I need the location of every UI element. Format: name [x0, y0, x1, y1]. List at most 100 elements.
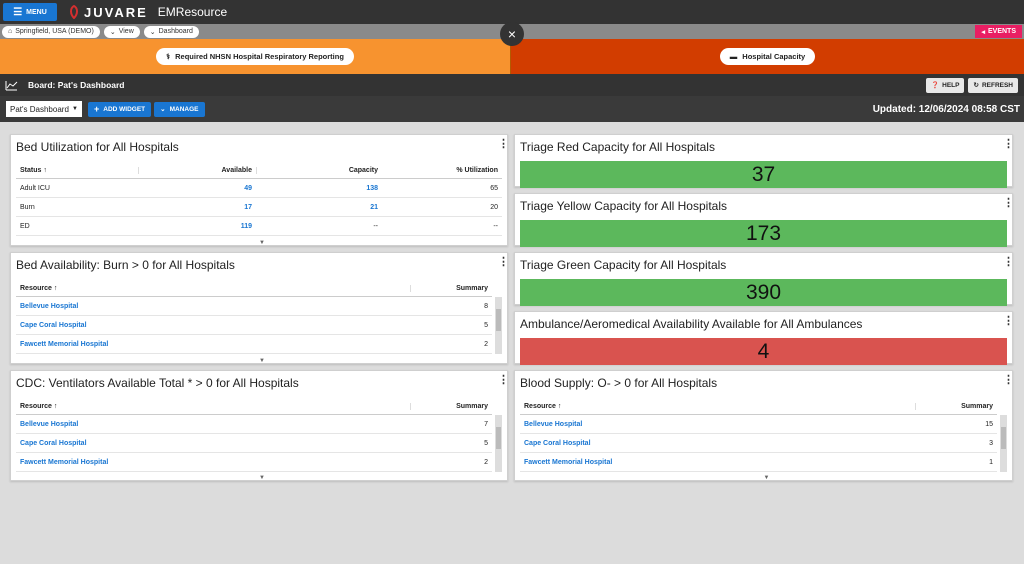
available-link[interactable]: 119: [240, 222, 252, 230]
home-icon: ⌂: [8, 28, 13, 35]
scrollbar[interactable]: [495, 297, 502, 354]
table-header: Resource ↑ Summary: [520, 398, 997, 415]
ventilators-widget: CDC: Ventilators Available Total * > 0 f…: [10, 370, 509, 481]
nhsn-reporting-button[interactable]: ⚕ Required NHSN Hospital Respiratory Rep…: [156, 48, 354, 65]
dashboard-select[interactable]: Pat's Dashboard ▼: [6, 101, 82, 117]
summary-cell: 5: [484, 321, 488, 329]
add-widget-label: ADD WIDGET: [103, 105, 146, 113]
table-row: ED 119 -- --: [16, 217, 502, 236]
more-rows-icon[interactable]: ▼: [259, 358, 265, 364]
table-header: Resource ↑ Summary: [16, 398, 492, 415]
available-link[interactable]: 17: [244, 203, 252, 211]
help-button[interactable]: ❓ HELP: [926, 77, 965, 93]
more-options-icon[interactable]: ⋮: [498, 256, 509, 268]
column-header-summary[interactable]: Summary: [410, 402, 492, 410]
ventilators-table: Resource ↑ Summary Bellevue Hospital 7 Ca…: [16, 398, 492, 472]
resource-link[interactable]: Fawcett Memorial Hospital: [20, 340, 109, 348]
utilization-cell: 65: [490, 184, 498, 192]
app-title: EMResource: [157, 5, 228, 19]
add-widget-button[interactable]: + ADD WIDGET: [88, 101, 152, 117]
scrollbar[interactable]: [1000, 415, 1007, 472]
bed-availability-table: Resource ↑ Summary Bellevue Hospital 8 Ca…: [16, 280, 492, 354]
breadcrumb-region[interactable]: ⌂ Springfield, USA (DEMO): [2, 25, 100, 38]
more-options-icon[interactable]: ⋮: [1003, 197, 1014, 209]
top-bar: ☰ MENU JUVARE EMResource: [0, 0, 1024, 24]
more-rows-icon[interactable]: ▼: [259, 475, 265, 481]
more-options-icon[interactable]: ⋮: [1003, 138, 1014, 150]
resource-link[interactable]: Fawcett Memorial Hospital: [524, 458, 613, 466]
column-header-resource[interactable]: Resource ↑: [20, 402, 58, 410]
triage-green-widget: Triage Green Capacity for All Hospitals …: [514, 252, 1014, 306]
more-rows-icon[interactable]: ▼: [259, 240, 265, 246]
refresh-button[interactable]: ↻ REFRESH: [968, 77, 1018, 93]
widget-title: CDC: Ventilators Available Total * > 0 f…: [16, 376, 299, 390]
bed-icon: ▬: [729, 52, 738, 61]
nhsn-reporting-label: Required NHSN Hospital Respiratory Repor…: [175, 52, 344, 61]
column-header-capacity[interactable]: Capacity: [256, 166, 382, 174]
summary-cell: 2: [484, 458, 488, 466]
resource-link[interactable]: Cape Coral Hospital: [524, 439, 591, 447]
resource-link[interactable]: Bellevue Hospital: [524, 420, 583, 428]
summary-cell: 2: [484, 340, 488, 348]
resource-link[interactable]: Bellevue Hospital: [20, 420, 79, 428]
triage-red-widget: Triage Red Capacity for All Hospitals ⋮ …: [514, 134, 1014, 188]
column-header-status[interactable]: Status ↑: [20, 166, 47, 174]
resource-link[interactable]: Cape Coral Hospital: [20, 439, 87, 447]
widget-title: Triage Green Capacity for All Hospitals: [520, 258, 727, 272]
column-header-available[interactable]: Available: [138, 166, 256, 174]
available-link[interactable]: 49: [244, 184, 252, 192]
more-options-icon[interactable]: ⋮: [1003, 374, 1014, 386]
breadcrumb-view[interactable]: ⌄ View: [103, 25, 140, 38]
chevron-down-icon: ⌄: [149, 28, 156, 36]
table-row: Bellevue Hospital 15: [520, 415, 997, 434]
table-row: Burn 17 21 20: [16, 198, 502, 217]
widget-title: Bed Availability: Burn > 0 for All Hospi…: [16, 258, 235, 272]
resource-link[interactable]: Fawcett Memorial Hospital: [20, 458, 109, 466]
capacity-link[interactable]: 138: [366, 184, 378, 192]
status-value: 173: [745, 221, 782, 245]
close-banner-button[interactable]: ×: [500, 22, 524, 46]
column-header-resource[interactable]: Resource ↑: [20, 284, 58, 292]
capacity-link[interactable]: 21: [370, 203, 378, 211]
table-row: Cape Coral Hospital 5: [16, 434, 492, 453]
hospital-capacity-button[interactable]: ▬ Hospital Capacity: [719, 48, 816, 65]
help-icon: ❓: [931, 82, 940, 89]
more-rows-icon[interactable]: ▼: [763, 475, 770, 481]
resource-link[interactable]: Cape Coral Hospital: [20, 321, 87, 329]
status-cell: Adult ICU: [20, 184, 50, 192]
triage-yellow-widget: Triage Yellow Capacity for All Hospitals…: [514, 193, 1014, 247]
breadcrumb-dashboard-label: Dashboard: [158, 28, 193, 35]
widget-title: Triage Yellow Capacity for All Hospitals: [520, 199, 727, 213]
table-row: Bellevue Hospital 7: [16, 415, 492, 434]
more-options-icon[interactable]: ⋮: [1003, 315, 1014, 327]
capacity-cell: --: [373, 222, 378, 230]
juvare-logo: JUVARE: [69, 5, 148, 20]
widget-title: Blood Supply: O- > 0 for All Hospitals: [520, 376, 718, 390]
column-header-resource[interactable]: Resource ↑: [524, 402, 562, 410]
events-button[interactable]: ◂ EVENTS: [975, 25, 1022, 38]
menu-button[interactable]: ☰ MENU: [3, 3, 57, 21]
sort-up-icon: ↑: [43, 166, 47, 174]
more-options-icon[interactable]: ⋮: [1003, 256, 1014, 268]
bed-availability-widget: Bed Availability: Burn > 0 for All Hospi…: [10, 252, 509, 364]
more-options-icon[interactable]: ⋮: [498, 138, 509, 150]
caret-down-icon: ▼: [72, 106, 78, 112]
scrollbar[interactable]: [495, 415, 502, 472]
table-row: Fawcett Memorial Hospital 2: [16, 453, 492, 472]
bed-utilization-table: Status ↑ Available Capacity % Utilizatio…: [16, 162, 502, 236]
column-header-summary[interactable]: Summary: [915, 402, 997, 410]
breadcrumb-dashboard[interactable]: ⌄ Dashboard: [143, 25, 199, 38]
refresh-icon: ↻: [973, 82, 979, 89]
resource-link[interactable]: Bellevue Hospital: [20, 302, 79, 310]
dashboard-toolbar: Pat's Dashboard ▼ + ADD WIDGET ⌄ MANAGE Up…: [0, 96, 1024, 122]
column-header-utilization[interactable]: % Utilization: [456, 166, 498, 174]
more-options-icon[interactable]: ⋮: [498, 374, 509, 386]
manage-button[interactable]: ⌄ MANAGE: [154, 101, 205, 117]
chevron-down-icon: ⌄: [160, 106, 166, 113]
manage-label: MANAGE: [169, 105, 199, 113]
table-row: Bellevue Hospital 8: [16, 297, 492, 316]
summary-cell: 3: [989, 439, 993, 447]
capacity-banner: ▬ Hospital Capacity: [511, 39, 1024, 74]
hospital-capacity-label: Hospital Capacity: [742, 52, 806, 61]
column-header-summary[interactable]: Summary: [410, 284, 492, 292]
